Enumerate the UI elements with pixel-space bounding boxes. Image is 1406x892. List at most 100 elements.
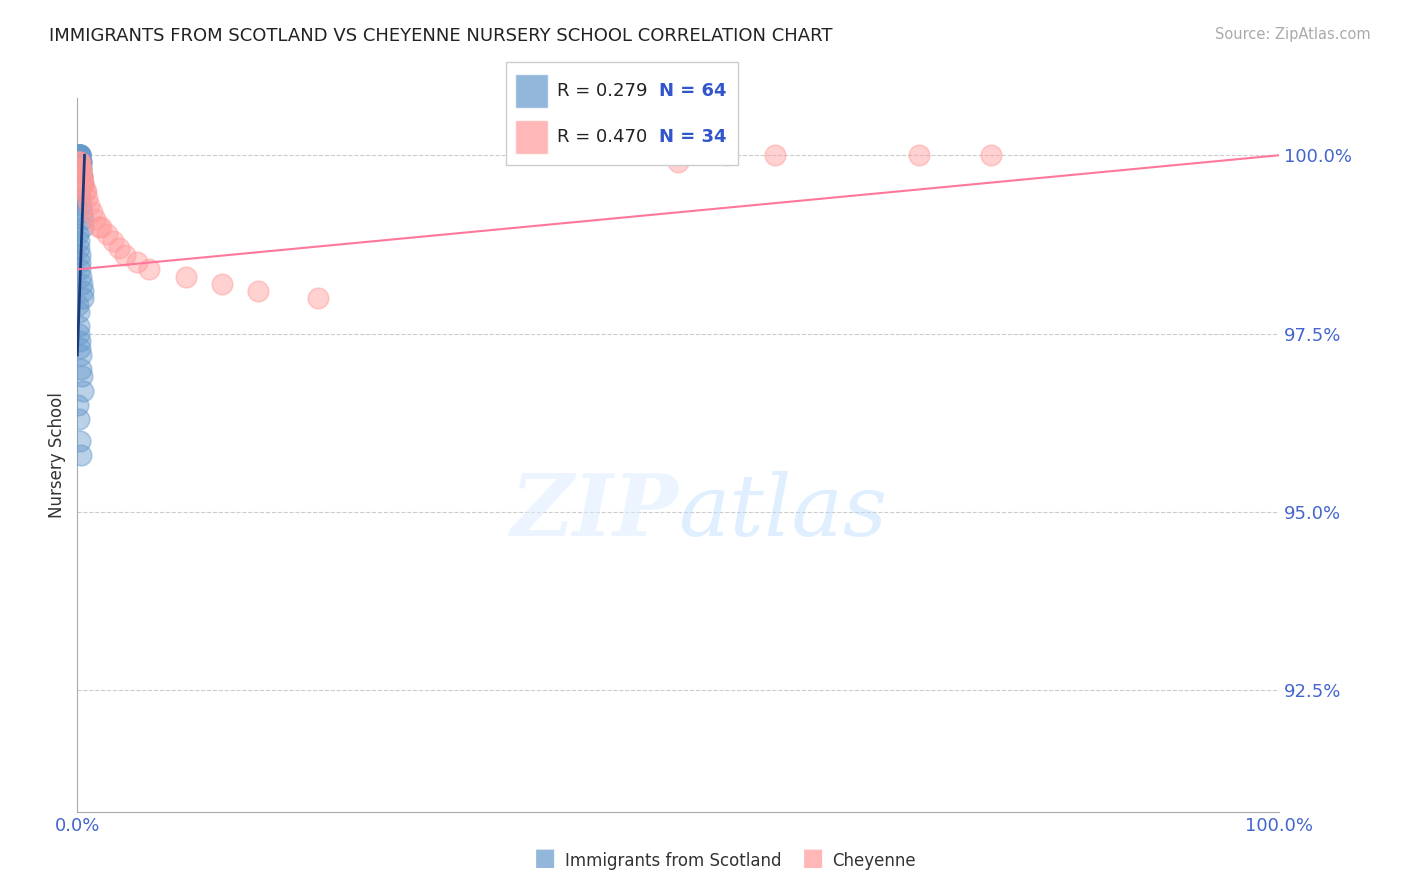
Point	[67, 184, 90, 198]
Point	[69, 148, 91, 162]
Point	[96, 227, 118, 241]
Point	[69, 162, 91, 177]
Point	[72, 177, 94, 191]
Point	[66, 148, 89, 162]
Point	[67, 155, 90, 169]
Point	[87, 219, 110, 234]
Point	[211, 277, 233, 291]
FancyBboxPatch shape	[506, 62, 738, 165]
Point	[67, 412, 90, 426]
Point	[69, 148, 91, 162]
Point	[307, 291, 329, 305]
Point	[67, 148, 90, 162]
Text: N = 64: N = 64	[659, 82, 727, 100]
Point	[70, 162, 93, 177]
Point	[70, 162, 93, 177]
Point	[67, 162, 90, 177]
Point	[69, 255, 91, 269]
Point	[90, 219, 112, 234]
Point	[174, 269, 197, 284]
Point	[246, 284, 269, 298]
Point	[69, 155, 91, 169]
Point	[69, 248, 91, 262]
Point	[76, 191, 98, 205]
Point	[69, 341, 91, 355]
Point	[66, 155, 89, 169]
Point	[70, 169, 93, 184]
Point	[70, 169, 93, 184]
Point	[69, 148, 91, 162]
Point	[66, 298, 89, 312]
Point	[72, 284, 94, 298]
Point	[69, 155, 91, 169]
Text: atlas: atlas	[679, 471, 887, 553]
Point	[67, 155, 90, 169]
Point	[70, 169, 93, 184]
Point	[763, 148, 786, 162]
Point	[67, 326, 90, 341]
Point	[72, 212, 94, 227]
Point	[67, 148, 90, 162]
Point	[73, 184, 96, 198]
Bar	[516, 74, 548, 108]
Point	[70, 348, 93, 362]
Point	[70, 169, 93, 184]
Point	[67, 305, 90, 319]
Point	[70, 448, 93, 462]
Point	[79, 198, 101, 212]
Point	[80, 205, 103, 219]
Point	[69, 169, 91, 184]
Point	[70, 198, 93, 212]
Text: Immigrants from Scotland: Immigrants from Scotland	[565, 852, 782, 870]
Bar	[516, 120, 548, 153]
Point	[69, 148, 91, 162]
Point	[70, 155, 93, 169]
Point	[69, 162, 91, 177]
Point	[75, 184, 97, 198]
Point	[72, 219, 94, 234]
Point	[103, 234, 125, 248]
Point	[66, 177, 89, 191]
Point	[138, 262, 160, 277]
Point	[67, 148, 90, 162]
Text: ■: ■	[801, 846, 824, 870]
Text: Source: ZipAtlas.com: Source: ZipAtlas.com	[1215, 27, 1371, 42]
Point	[127, 255, 149, 269]
Point	[67, 184, 90, 198]
Point	[69, 148, 91, 162]
Text: IMMIGRANTS FROM SCOTLAND VS CHEYENNE NURSERY SCHOOL CORRELATION CHART: IMMIGRANTS FROM SCOTLAND VS CHEYENNE NUR…	[49, 27, 832, 45]
Point	[67, 241, 90, 255]
Point	[66, 227, 89, 241]
Y-axis label: Nursery School: Nursery School	[48, 392, 66, 518]
Point	[69, 191, 91, 205]
Point	[70, 169, 93, 184]
Point	[72, 291, 94, 305]
Point	[70, 277, 93, 291]
Point	[716, 148, 738, 162]
Point	[67, 319, 90, 334]
Point	[66, 162, 89, 177]
Point	[69, 334, 91, 348]
Point	[70, 269, 93, 284]
Point	[908, 148, 931, 162]
Point	[67, 162, 90, 177]
Point	[668, 155, 690, 169]
Text: ZIP: ZIP	[510, 470, 679, 554]
Point	[980, 148, 1002, 162]
Point	[72, 177, 94, 191]
Point	[67, 148, 90, 162]
Point	[70, 162, 93, 177]
Point	[84, 212, 107, 227]
Text: R = 0.279: R = 0.279	[557, 82, 648, 100]
Point	[66, 398, 89, 412]
Point	[69, 262, 91, 277]
Point	[108, 241, 131, 255]
Text: Cheyenne: Cheyenne	[832, 852, 915, 870]
Point	[69, 155, 91, 169]
Point	[69, 162, 91, 177]
Point	[69, 434, 91, 448]
Point	[67, 184, 90, 198]
Point	[67, 234, 90, 248]
Point	[69, 191, 91, 205]
Point	[72, 177, 94, 191]
